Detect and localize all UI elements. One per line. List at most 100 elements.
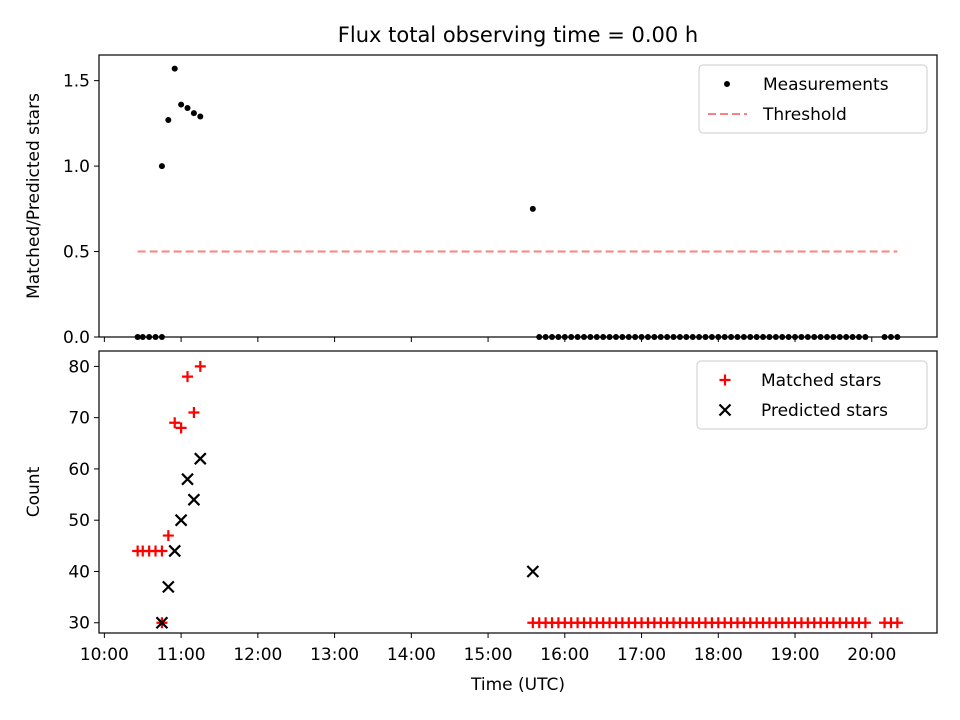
legend-box	[698, 64, 928, 134]
data-point	[849, 334, 856, 340]
data-point	[168, 544, 181, 558]
data-point	[638, 334, 645, 340]
x-tick-label: 19:00	[771, 645, 820, 665]
x-tick-label: 16:00	[540, 645, 589, 665]
data-point	[162, 530, 174, 542]
data-point	[574, 334, 581, 340]
data-point	[708, 334, 715, 340]
data-point	[555, 334, 562, 340]
data-point	[593, 334, 600, 340]
data-point	[728, 334, 735, 340]
data-point	[612, 334, 619, 340]
data-point	[587, 334, 594, 340]
data-point	[188, 407, 200, 419]
y-tick-label: 60	[68, 460, 90, 480]
data-point	[625, 334, 632, 340]
data-point	[721, 334, 728, 340]
legend-label: Measurements	[763, 75, 889, 95]
data-point	[152, 334, 159, 340]
legend-label: Threshold	[762, 105, 847, 125]
y-tick-label: 30	[68, 614, 90, 634]
data-point	[187, 493, 201, 506]
data-point	[526, 565, 540, 578]
legend-label: Predicted stars	[761, 401, 888, 421]
y-tick-label: 80	[68, 357, 90, 377]
x-tick-label: 20:00	[847, 645, 896, 665]
data-point	[182, 371, 194, 383]
data-point	[676, 334, 683, 340]
y-tick-label: 1.5	[63, 72, 90, 92]
data-point	[657, 334, 664, 340]
data-point	[171, 65, 178, 72]
data-point	[785, 334, 792, 340]
data-point	[194, 452, 207, 465]
data-point	[734, 334, 741, 340]
data-point	[197, 113, 204, 120]
legend-marker	[724, 81, 730, 87]
data-point	[811, 334, 818, 340]
data-point	[689, 334, 696, 340]
data-point	[702, 334, 709, 340]
x-tick-label: 17:00	[617, 645, 666, 665]
data-point	[836, 334, 843, 340]
data-point	[766, 334, 773, 340]
y-tick-label: 0.0	[63, 328, 90, 348]
data-point	[165, 116, 172, 123]
x-tick-label: 12:00	[233, 645, 282, 665]
data-point	[859, 617, 871, 629]
ratio-panel: 0.0 0.5 1.0 1.5 Matched/Predicted stars Measu…	[24, 54, 938, 348]
data-point	[651, 334, 658, 340]
data-point	[175, 422, 187, 434]
y-tick-label: 50	[68, 511, 90, 531]
data-point	[644, 334, 651, 340]
data-point	[632, 334, 639, 340]
data-point	[696, 334, 703, 340]
y-tick-label: 40	[68, 562, 90, 582]
data-point	[779, 334, 786, 340]
data-point	[169, 417, 181, 429]
data-point	[181, 472, 194, 486]
data-point	[568, 334, 575, 340]
legend-marker	[719, 374, 731, 386]
data-point	[619, 334, 626, 340]
data-point	[156, 545, 168, 557]
x-tick-label: 10:00	[80, 645, 129, 665]
data-point	[747, 334, 754, 340]
data-point	[804, 334, 811, 340]
data-point	[146, 334, 153, 340]
data-point	[529, 205, 536, 212]
data-point	[760, 334, 767, 340]
data-point	[894, 334, 901, 340]
x-tick-label: 11:00	[157, 645, 206, 665]
data-point	[536, 334, 543, 340]
data-point	[683, 334, 690, 340]
legend-marker	[718, 403, 732, 417]
data-point	[740, 334, 747, 340]
x-tick-label: 13:00	[310, 645, 359, 665]
data-point	[158, 163, 165, 170]
data-point	[817, 334, 824, 340]
data-point	[606, 334, 613, 340]
data-point	[561, 334, 568, 340]
data-point	[174, 513, 188, 527]
x-tick-label: 15:00	[464, 645, 513, 665]
data-point	[830, 334, 837, 340]
data-point	[881, 334, 888, 340]
data-point	[798, 334, 805, 340]
data-point	[862, 334, 869, 340]
data-point	[158, 334, 165, 340]
data-point	[772, 334, 779, 340]
count-panel: 30 40 50 60 70 80 10:00 11:00 12:00 13:00 14:00 15:…	[24, 350, 938, 665]
data-point	[824, 334, 831, 340]
data-point	[190, 110, 197, 117]
data-point	[542, 334, 549, 340]
data-point	[664, 334, 671, 340]
chart-title: Flux total observing time = 0.00 h	[338, 23, 698, 47]
data-point	[715, 334, 722, 340]
data-point	[670, 334, 677, 340]
y-tick-label: 1.0	[63, 157, 90, 177]
y-axis-label: Count	[24, 466, 44, 517]
data-point	[843, 334, 850, 340]
data-point	[162, 580, 175, 594]
